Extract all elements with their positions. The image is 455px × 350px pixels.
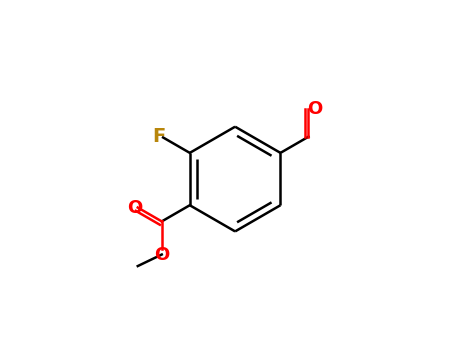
- Text: O: O: [127, 199, 142, 217]
- Text: O: O: [307, 100, 322, 118]
- Text: O: O: [154, 245, 169, 264]
- Text: F: F: [152, 127, 165, 146]
